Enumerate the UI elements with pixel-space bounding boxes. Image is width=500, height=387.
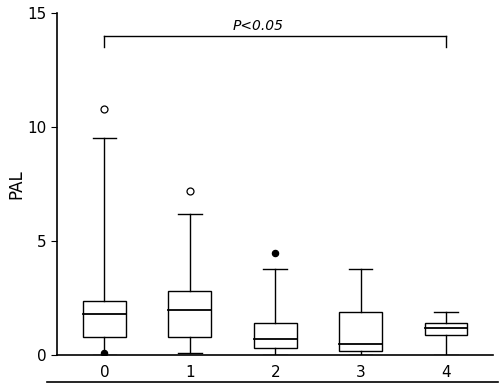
- Bar: [168, 291, 211, 337]
- Bar: [83, 301, 126, 337]
- Bar: [254, 324, 296, 348]
- Text: P<0.05: P<0.05: [232, 19, 283, 34]
- Bar: [340, 312, 382, 351]
- Bar: [424, 324, 468, 335]
- Y-axis label: PAL: PAL: [7, 169, 25, 199]
